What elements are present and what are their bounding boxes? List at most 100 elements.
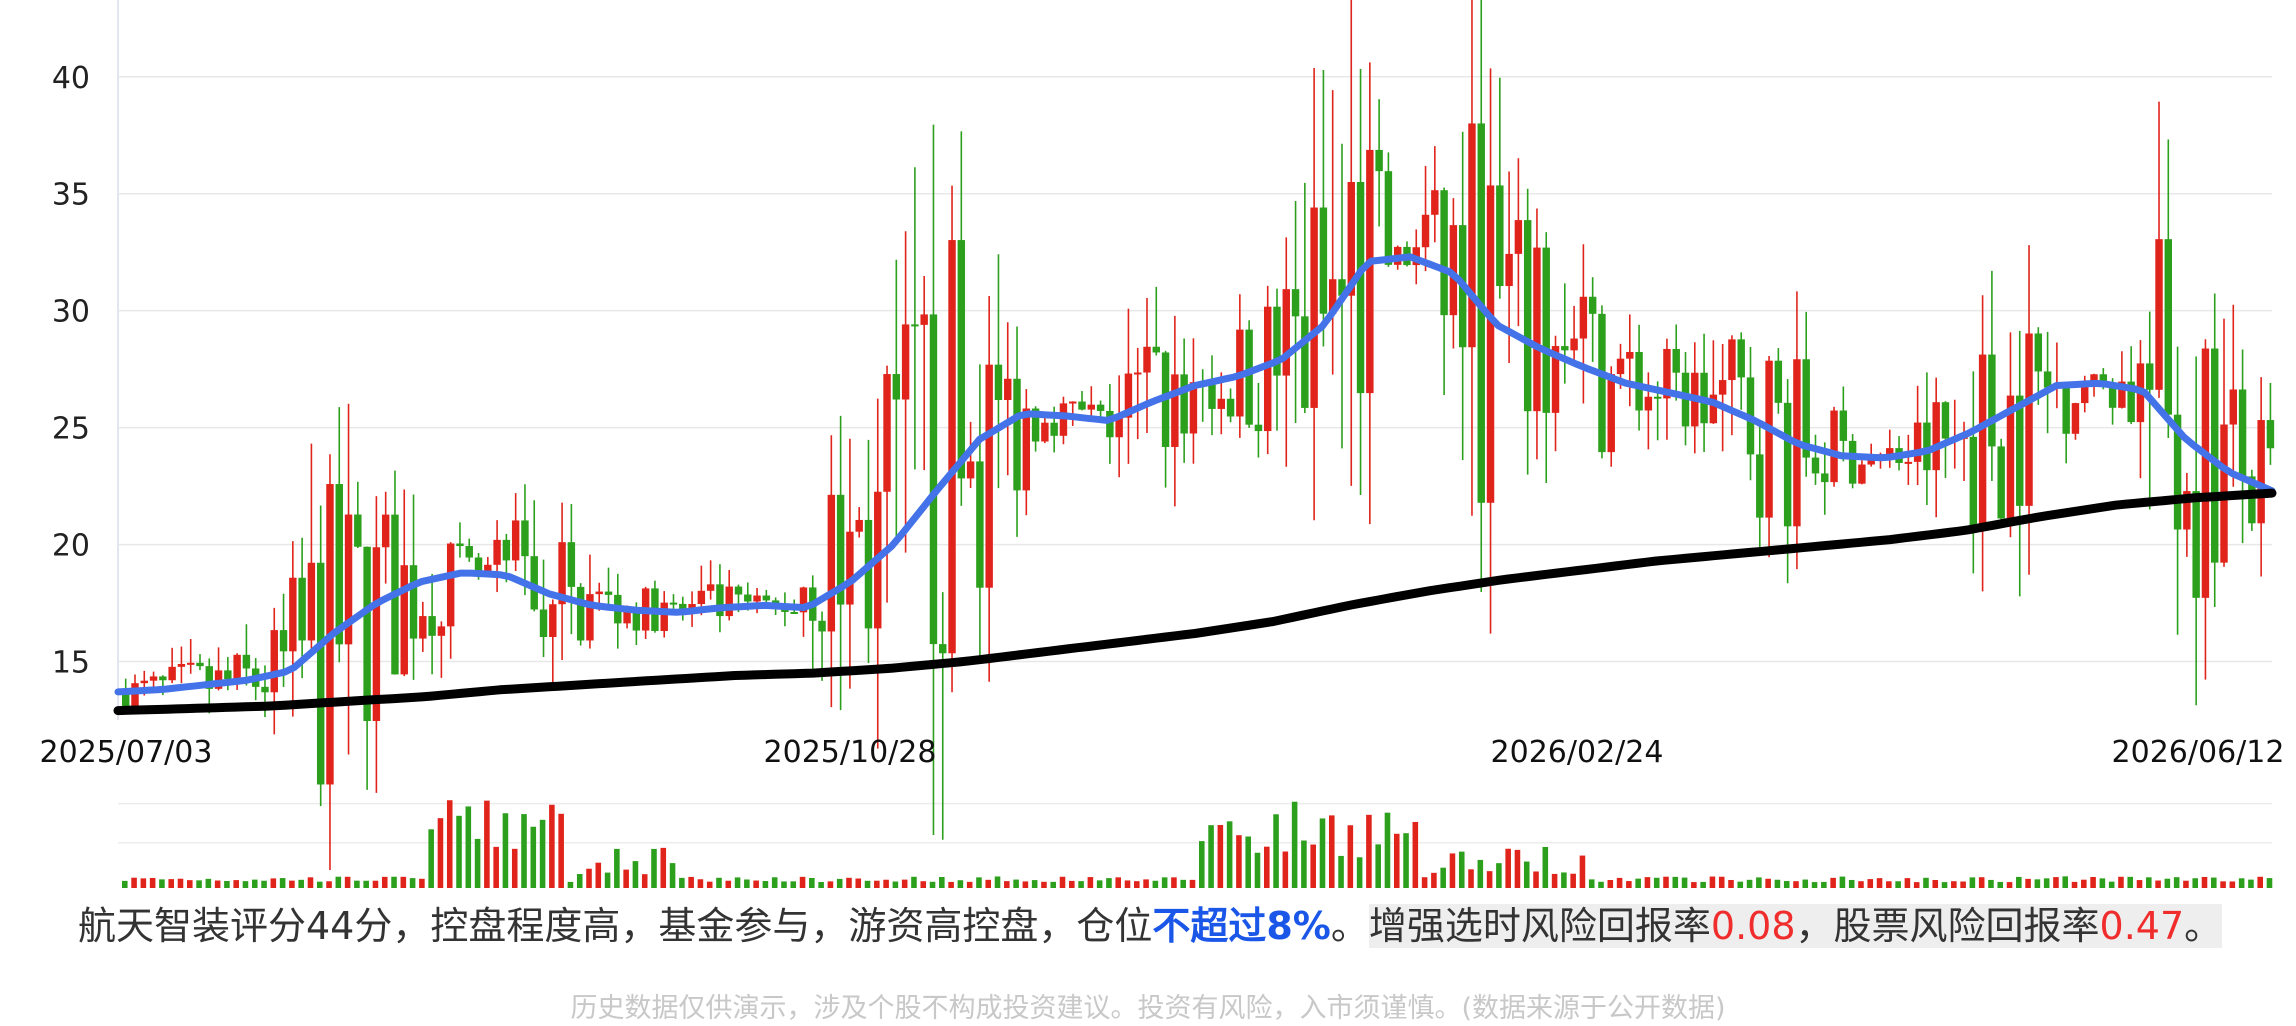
volume-bar	[1737, 881, 1744, 888]
volume-bar	[706, 881, 713, 888]
candle-body	[530, 556, 538, 610]
volume-bar	[1635, 878, 1641, 888]
candle-body	[2146, 363, 2154, 390]
stock-chart: 15 20 25 30 35 40 2025/07/03 2025/10/28 2026/02…	[40, 0, 2284, 888]
candle-body	[716, 584, 724, 617]
volume-bar	[400, 876, 407, 888]
volume-bar	[177, 878, 184, 888]
volume-bar	[1496, 863, 1502, 888]
volume-bar	[1895, 881, 1901, 888]
candle-body	[576, 586, 585, 641]
candle-body	[242, 654, 251, 669]
volume-bar	[1839, 876, 1846, 888]
volume-bar	[1551, 873, 1558, 888]
candle-body	[1319, 207, 1328, 314]
volume-bar	[2136, 880, 2143, 888]
candle-body	[1273, 306, 1281, 376]
volume-bar	[734, 877, 741, 888]
volume-bar	[2146, 877, 2152, 888]
volume-bar	[1505, 848, 1511, 888]
y-axis-ticks: 15 20 25 30 35 40	[52, 61, 90, 681]
volume-bar	[966, 881, 973, 888]
candle-body	[1514, 220, 1523, 254]
volume-bar	[2257, 876, 2264, 888]
volume-bar	[2053, 877, 2059, 888]
stock-ratio: 0.47	[2099, 904, 2185, 948]
volume-bar	[874, 880, 880, 888]
volume-bar	[1004, 881, 1010, 888]
candle-body	[474, 557, 483, 572]
volume-bar	[1384, 812, 1391, 888]
volume-bar	[1793, 881, 1799, 888]
candle-body	[1579, 296, 1588, 339]
volume-bar	[1347, 825, 1354, 888]
volume-bar	[716, 877, 722, 888]
candle-body	[1134, 372, 1142, 375]
volume-bar	[892, 881, 899, 888]
candle-body	[437, 626, 446, 636]
candle-body	[1031, 408, 1040, 442]
volume-bar	[1050, 881, 1057, 888]
volume-bar	[1412, 821, 1419, 888]
volume-bar	[1217, 825, 1224, 888]
volume-bar	[530, 826, 537, 888]
volume-bar	[326, 881, 332, 888]
candle-body	[558, 542, 566, 605]
candle-body	[493, 539, 501, 565]
volume-bar	[1886, 881, 1892, 888]
candle-body	[1672, 348, 1680, 373]
volume-bar	[1106, 878, 1112, 888]
candle-body	[1626, 351, 1634, 359]
volume-bar	[2062, 876, 2069, 888]
volume-bar	[1171, 877, 1177, 888]
volume-bar	[1226, 821, 1233, 888]
volume-bar	[2173, 877, 2180, 888]
candle-body	[2127, 381, 2135, 423]
candle-body	[1263, 306, 1272, 432]
candle-body	[400, 565, 408, 675]
candle-body	[985, 364, 993, 588]
candle-body	[920, 314, 928, 325]
candle-body	[1542, 247, 1550, 413]
volume-bar	[511, 848, 518, 888]
volume-bar	[428, 829, 434, 888]
candle-body	[2071, 403, 2080, 434]
candle-body	[976, 461, 984, 588]
candle-body	[1978, 354, 1987, 526]
candle-body	[1449, 225, 1458, 316]
candle-body	[1226, 398, 1235, 417]
y-tick-label: 25	[52, 412, 90, 447]
volume-bar	[1199, 841, 1205, 888]
volume-bar	[1087, 877, 1094, 888]
candle-body	[1375, 149, 1383, 172]
volume-bar	[679, 877, 685, 888]
volume-bar	[1143, 879, 1149, 888]
candle-body	[2034, 333, 2043, 372]
candle-body	[2248, 476, 2256, 524]
candle-body	[1366, 149, 1374, 394]
candle-body	[948, 240, 956, 654]
volume-bar	[1031, 880, 1038, 888]
candle-body	[1653, 396, 1662, 399]
candle-body	[549, 604, 557, 637]
volume-bar	[744, 879, 750, 888]
volume-bar	[1978, 877, 1985, 888]
volume-bar	[1328, 815, 1335, 888]
volume-bar	[1941, 882, 1948, 888]
candle-body	[1848, 440, 1857, 484]
volume-bar	[1375, 844, 1381, 888]
candle-body	[753, 595, 761, 602]
volume-bar	[2090, 877, 2096, 888]
volume-bar	[391, 876, 397, 888]
volume-bar	[140, 878, 147, 888]
candle-body	[1310, 207, 1318, 408]
volume-bar	[2099, 878, 2106, 888]
volume-bar	[2229, 881, 2236, 888]
candle-body	[1737, 339, 1745, 378]
volume-bar	[957, 880, 964, 888]
volume-bar	[1598, 881, 1604, 888]
candle-body	[1756, 454, 1764, 518]
candle-body	[428, 616, 436, 636]
volume-bar	[632, 861, 639, 888]
volume-bar	[131, 877, 137, 888]
